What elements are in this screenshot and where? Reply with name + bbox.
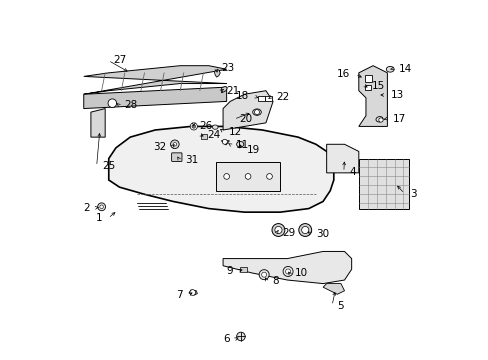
Polygon shape — [221, 141, 229, 145]
Text: 24: 24 — [206, 130, 220, 140]
Text: 19: 19 — [246, 145, 260, 155]
Bar — [240, 267, 247, 272]
Circle shape — [108, 99, 116, 108]
Text: 16: 16 — [336, 69, 349, 79]
Circle shape — [298, 224, 311, 237]
Text: 8: 8 — [271, 276, 278, 286]
Text: 4: 4 — [348, 167, 355, 177]
Polygon shape — [358, 66, 386, 126]
Text: 29: 29 — [282, 228, 295, 238]
Polygon shape — [91, 109, 105, 137]
Text: 10: 10 — [294, 268, 307, 278]
Circle shape — [98, 203, 105, 211]
Text: 13: 13 — [390, 90, 404, 100]
Polygon shape — [358, 158, 408, 208]
Polygon shape — [223, 91, 272, 130]
Text: 26: 26 — [199, 121, 212, 131]
Circle shape — [192, 125, 195, 128]
Text: 20: 20 — [239, 114, 252, 124]
FancyBboxPatch shape — [171, 153, 182, 161]
Circle shape — [173, 143, 176, 146]
Polygon shape — [108, 126, 333, 212]
Bar — [364, 75, 372, 82]
Circle shape — [259, 270, 268, 280]
Circle shape — [244, 174, 250, 179]
Ellipse shape — [375, 117, 382, 122]
Text: 28: 28 — [124, 100, 137, 110]
Text: 17: 17 — [392, 113, 405, 123]
Text: 23: 23 — [221, 63, 234, 73]
Text: 6: 6 — [223, 334, 230, 344]
Text: 5: 5 — [337, 301, 343, 311]
Circle shape — [283, 266, 292, 276]
Circle shape — [170, 140, 179, 149]
Circle shape — [189, 290, 195, 296]
Polygon shape — [83, 66, 226, 94]
Polygon shape — [323, 284, 344, 294]
Text: 14: 14 — [398, 64, 411, 73]
Circle shape — [224, 174, 229, 179]
Ellipse shape — [212, 125, 218, 129]
Circle shape — [266, 174, 272, 179]
Text: 22: 22 — [276, 92, 289, 102]
Circle shape — [261, 272, 266, 277]
Text: 31: 31 — [184, 155, 198, 165]
Polygon shape — [221, 86, 227, 93]
Text: 27: 27 — [113, 55, 126, 65]
Text: 32: 32 — [152, 142, 165, 152]
Polygon shape — [326, 144, 358, 173]
Circle shape — [271, 224, 285, 237]
Bar — [264, 96, 271, 102]
Circle shape — [378, 118, 382, 122]
Circle shape — [100, 205, 103, 208]
Circle shape — [236, 332, 244, 341]
Text: 30: 30 — [315, 229, 328, 239]
Circle shape — [222, 139, 227, 144]
Circle shape — [274, 226, 282, 234]
Bar — [216, 162, 280, 191]
Polygon shape — [214, 70, 220, 77]
Circle shape — [190, 123, 197, 130]
Text: 18: 18 — [235, 91, 248, 102]
Text: 3: 3 — [409, 189, 416, 199]
Text: 21: 21 — [226, 86, 239, 96]
Circle shape — [254, 110, 259, 114]
Circle shape — [301, 226, 308, 234]
Text: 25: 25 — [102, 161, 115, 171]
Text: 7: 7 — [176, 290, 183, 300]
Bar — [258, 96, 264, 102]
Bar — [364, 85, 370, 90]
Bar — [201, 134, 206, 139]
Ellipse shape — [236, 141, 244, 147]
Polygon shape — [223, 251, 351, 284]
Text: 1: 1 — [96, 213, 102, 223]
Polygon shape — [189, 290, 197, 295]
Ellipse shape — [252, 109, 261, 115]
Text: 11: 11 — [236, 140, 249, 150]
Ellipse shape — [386, 66, 393, 72]
Text: 15: 15 — [370, 81, 384, 91]
Text: 9: 9 — [225, 266, 232, 276]
Polygon shape — [83, 87, 226, 109]
Circle shape — [285, 269, 290, 274]
Text: 12: 12 — [229, 127, 242, 137]
Text: 2: 2 — [83, 203, 90, 213]
